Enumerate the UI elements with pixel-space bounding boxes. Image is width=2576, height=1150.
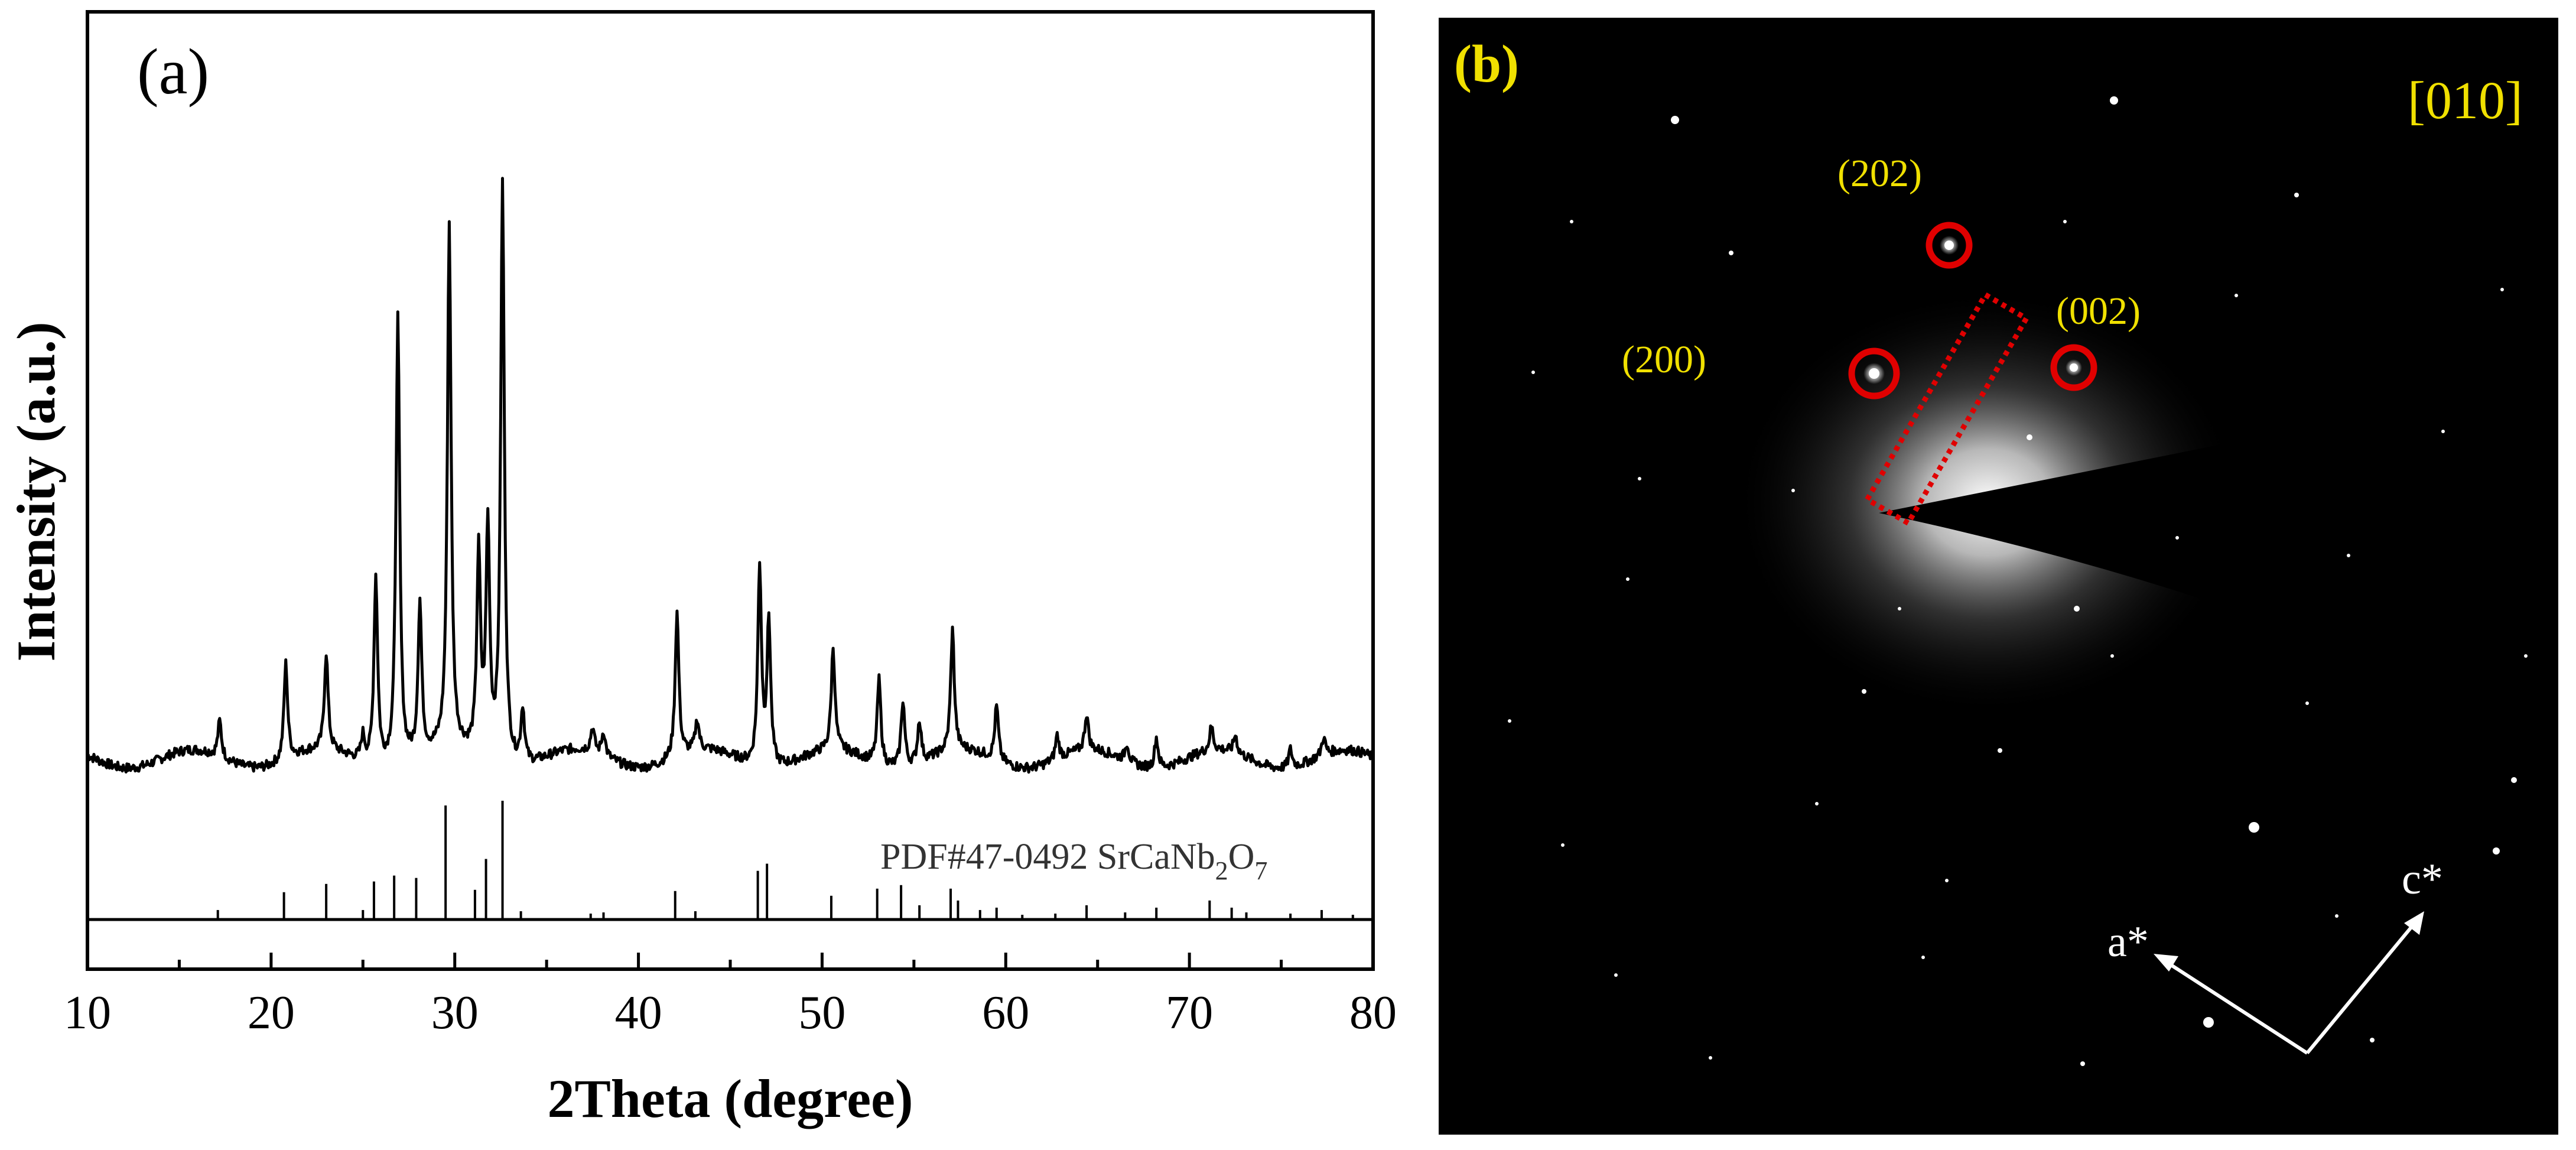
diffraction-spot bbox=[2441, 430, 2445, 433]
saed-panel: (b) [010] (202) (200) (002) a* c* bbox=[1439, 18, 2558, 1135]
x-tick-label: 10 bbox=[64, 987, 111, 1039]
diffraction-spot bbox=[2110, 654, 2114, 658]
diffraction-spot bbox=[2305, 701, 2309, 705]
reference-sticks bbox=[216, 801, 1354, 920]
xrd-panel: (a) Intensity (a.u.) 2Theta (degree) PDF… bbox=[6, 10, 1397, 1129]
diffraction-spot bbox=[1561, 843, 1565, 847]
panel-b-label: (b) bbox=[1454, 35, 1519, 93]
spot-002-label: (002) bbox=[2056, 290, 2141, 333]
a-star-label: a* bbox=[2107, 918, 2149, 966]
x-axis-label: 2Theta (degree) bbox=[547, 1068, 913, 1129]
spot-200-core bbox=[1869, 368, 1879, 379]
x-axis-ticks: 10 20 30 40 50 60 70 80 bbox=[64, 953, 1397, 1039]
spot-202-ring bbox=[1926, 222, 1973, 269]
diffraction-spot bbox=[1638, 477, 1641, 480]
diffraction-spot bbox=[1791, 489, 1795, 492]
beam-stopper bbox=[1879, 377, 2558, 740]
diffraction-spot bbox=[1614, 973, 1618, 977]
spot-002-core bbox=[2070, 363, 2078, 372]
c-star-label: c* bbox=[2402, 855, 2443, 904]
spot-202-label: (202) bbox=[1837, 152, 1922, 195]
x-tick-label: 70 bbox=[1166, 987, 1213, 1039]
diffraction-spot bbox=[1671, 116, 1679, 124]
plot-frame bbox=[86, 10, 1375, 971]
x-tick-label: 50 bbox=[798, 987, 845, 1039]
a-star-arrowhead bbox=[2154, 954, 2178, 972]
measured-pattern-line bbox=[87, 177, 1375, 774]
zone-axis-label: [010] bbox=[2408, 72, 2523, 130]
diffraction-spot bbox=[2335, 914, 2338, 918]
diffraction-spot bbox=[2235, 294, 2238, 297]
spot-200-label: (200) bbox=[1622, 338, 1706, 381]
diffraction-spot bbox=[1729, 251, 1733, 255]
diffraction-spot bbox=[2524, 654, 2528, 658]
diffraction-spot bbox=[1531, 371, 1535, 374]
diffraction-spot bbox=[1898, 607, 1901, 610]
diffraction-spot bbox=[2027, 434, 2032, 440]
diffraction-spot bbox=[2249, 822, 2259, 833]
x-tick-label: 20 bbox=[248, 987, 295, 1039]
diffraction-spot bbox=[1862, 689, 1866, 694]
x-tick-label: 40 bbox=[615, 987, 662, 1039]
diffraction-spot bbox=[2074, 606, 2080, 612]
diffraction-spot bbox=[1508, 719, 1511, 723]
diffraction-spot bbox=[2370, 1038, 2375, 1042]
spot-202-core bbox=[1944, 241, 1954, 250]
diffraction-spot bbox=[2175, 536, 2179, 540]
diffraction-spot bbox=[1570, 220, 1573, 223]
c-star-arrow bbox=[2305, 922, 2416, 1054]
diffraction-spot bbox=[1815, 802, 1819, 805]
a-star-arrow bbox=[2165, 960, 2308, 1055]
diffraction-spot bbox=[2500, 288, 2504, 291]
y-axis-label: Intensity (a.u.) bbox=[6, 321, 66, 661]
x-tick-label: 30 bbox=[431, 987, 479, 1039]
diffraction-spot bbox=[2493, 847, 2500, 855]
diffraction-spot bbox=[1709, 1056, 1712, 1060]
panel-a-label: (a) bbox=[137, 35, 209, 108]
diffraction-spot bbox=[2511, 777, 2517, 783]
diffraction-spot bbox=[1998, 748, 2002, 753]
x-tick-label: 60 bbox=[982, 987, 1029, 1039]
diffraction-spots bbox=[1508, 96, 2528, 1066]
diffraction-spot bbox=[2080, 1061, 2085, 1066]
spot-200-ring bbox=[1848, 347, 1900, 399]
diffraction-spot bbox=[1626, 577, 1629, 581]
saed-image: (b) [010] (202) (200) (002) a* c* bbox=[1439, 18, 2558, 1135]
x-tick-label: 80 bbox=[1349, 987, 1397, 1039]
c-star-arrowhead bbox=[2404, 911, 2424, 935]
diffraction-spot bbox=[2347, 554, 2350, 557]
diffraction-spot bbox=[2110, 96, 2118, 105]
diffraction-spot bbox=[1921, 956, 1925, 959]
reference-label: PDF#47-0492 SrCaNb2O7 bbox=[880, 837, 1267, 885]
spot-002-ring bbox=[2050, 344, 2097, 391]
diffraction-spot bbox=[2203, 1017, 2214, 1028]
xrd-chart: (a) Intensity (a.u.) 2Theta (degree) PDF… bbox=[6, 10, 1397, 1129]
diffraction-spot bbox=[1945, 879, 1949, 882]
diffraction-spot bbox=[2063, 220, 2067, 223]
diffraction-spot bbox=[2294, 193, 2299, 197]
